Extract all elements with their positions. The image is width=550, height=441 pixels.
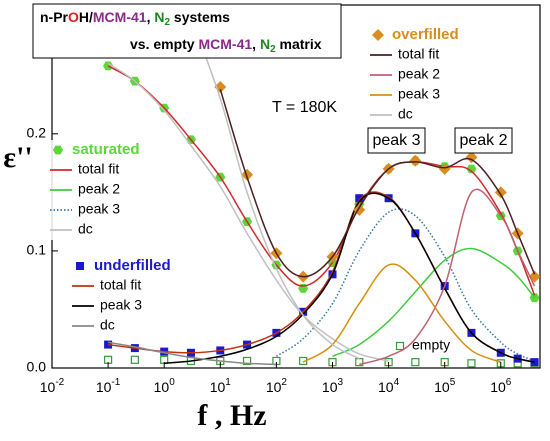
- legend-label: peak 3: [100, 297, 142, 313]
- x-tick-label: 106: [490, 377, 512, 395]
- title-segment: N: [260, 36, 270, 52]
- marker: [467, 359, 476, 368]
- y-axis-label: ε'': [3, 141, 33, 174]
- legend-label: overfilled: [392, 26, 459, 43]
- x-tick-exponent: -2: [55, 377, 64, 388]
- marker: [130, 355, 139, 364]
- marker: [409, 154, 422, 167]
- temperature-label: T = 180K: [272, 99, 337, 116]
- marker: [528, 270, 540, 283]
- x-tick-base: 10: [154, 379, 170, 395]
- legend-label: total fit: [78, 161, 119, 177]
- legend-label: underfilled: [94, 257, 171, 274]
- marker: [76, 262, 84, 270]
- x-tick-label: 103: [322, 377, 344, 395]
- marker: [241, 168, 254, 181]
- x-tick-base: 10: [96, 379, 112, 395]
- title-segment: N: [154, 9, 164, 25]
- peak-label: peak 2: [459, 132, 507, 149]
- legend-label: peak 3: [78, 201, 120, 217]
- y-tick-label: 0.2: [27, 125, 47, 141]
- x-tick-label: 10-1: [96, 377, 121, 395]
- fit-line: [107, 62, 389, 362]
- title-segment: H/: [79, 9, 93, 25]
- title-segment: vs. empty: [130, 36, 198, 52]
- empty-label: empty: [412, 337, 450, 353]
- legend-label: dc: [100, 317, 115, 333]
- title-segment: ,: [147, 9, 155, 25]
- x-axis-label: f , Hz: [197, 399, 266, 432]
- marker: [395, 341, 405, 351]
- marker: [465, 151, 478, 164]
- x-tick-label: 105: [434, 377, 456, 395]
- y-tick-label: 0.0: [27, 359, 47, 375]
- marker: [355, 358, 364, 367]
- title-segment: n-Pr: [40, 9, 69, 25]
- title-segment: systems: [170, 9, 230, 25]
- x-tick-label: 10-2: [40, 377, 65, 395]
- marker: [438, 162, 451, 175]
- fit-line: [164, 192, 535, 365]
- title-segment: MCM-41: [198, 36, 252, 52]
- peak-box: [454, 127, 513, 154]
- marker: [466, 164, 477, 174]
- x-tick-exponent: 4: [394, 377, 400, 388]
- marker: [372, 29, 384, 41]
- x-tick-label: 101: [210, 377, 232, 395]
- marker: [53, 145, 63, 155]
- x-tick-base: 10: [40, 379, 56, 395]
- title-box: [32, 3, 342, 59]
- title-segment: ,: [252, 36, 260, 52]
- legend-label: total fit: [398, 46, 439, 62]
- x-tick-exponent: -1: [111, 377, 120, 388]
- legend-label: dc: [398, 106, 413, 122]
- x-tick-exponent: 5: [450, 377, 456, 388]
- fit-line: [302, 263, 502, 363]
- peak-label: peak 3: [372, 132, 420, 149]
- legend-label: peak 2: [78, 181, 120, 197]
- x-tick-exponent: 0: [169, 377, 175, 388]
- fit-line: [219, 89, 536, 278]
- title-line: vs. empty MCM-41, N2 matrix: [130, 36, 322, 55]
- title-line: n-PrOH/MCM-41, N2 systems: [40, 9, 230, 28]
- x-tick-exponent: 3: [338, 377, 344, 388]
- plot-area: [103, 16, 540, 368]
- x-tick-label: 100: [154, 377, 176, 395]
- legend-label: saturated: [72, 141, 140, 158]
- x-tick-base: 10: [490, 379, 506, 395]
- x-tick-base: 10: [322, 379, 338, 395]
- title-segment: 2: [270, 44, 276, 55]
- fit-line: [332, 247, 536, 357]
- fit-line: [107, 341, 277, 366]
- legend-label: total fit: [100, 277, 141, 293]
- x-tick-exponent: 1: [225, 377, 231, 388]
- legend-label: peak 2: [398, 66, 440, 82]
- x-tick-label: 104: [378, 377, 400, 395]
- fit-line: [275, 208, 535, 362]
- x-tick-label: 102: [266, 377, 288, 395]
- marker: [242, 356, 252, 366]
- x-tick-base: 10: [210, 379, 226, 395]
- title-segment: matrix: [276, 36, 322, 52]
- title-segment: 2: [164, 17, 170, 28]
- fit-line: [190, 16, 360, 360]
- x-tick-base: 10: [434, 379, 450, 395]
- marker: [411, 358, 420, 367]
- marker: [355, 194, 364, 203]
- title-segment: O: [68, 9, 79, 25]
- fit-line: [359, 188, 536, 366]
- legend-background: [70, 256, 178, 336]
- x-tick-base: 10: [266, 379, 282, 395]
- legend-label: peak 3: [398, 86, 440, 102]
- y-tick-label: 0.1: [27, 242, 47, 258]
- title-segment: MCM-41: [93, 9, 147, 25]
- peak-box: [367, 127, 426, 154]
- x-tick-exponent: 6: [506, 377, 512, 388]
- legend-label: dc: [78, 221, 93, 237]
- x-tick-base: 10: [378, 379, 394, 395]
- x-tick-exponent: 2: [281, 377, 287, 388]
